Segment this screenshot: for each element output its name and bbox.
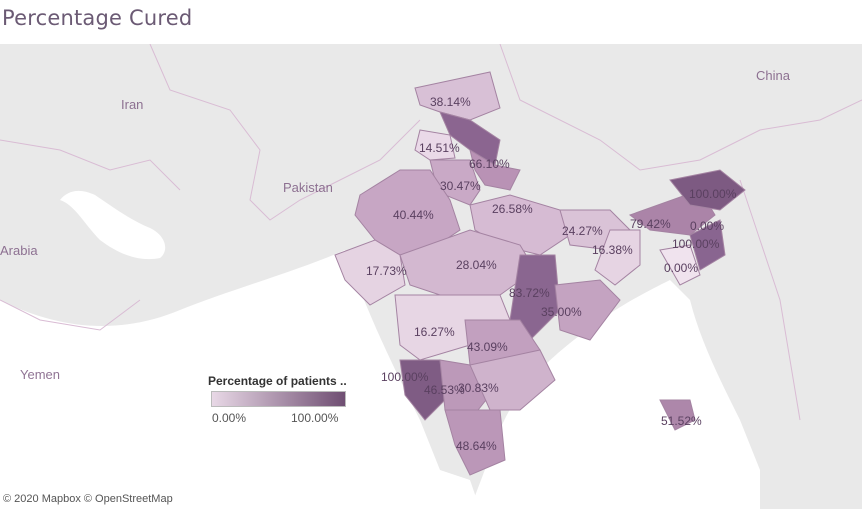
state-value-label: 38.14% xyxy=(430,95,471,109)
state-value-label: 51.52% xyxy=(661,414,702,428)
state-value-label: 16.27% xyxy=(414,325,455,339)
state-value-label: 26.58% xyxy=(492,202,533,216)
state-value-label: 100.00% xyxy=(689,187,737,201)
state-value-label: 24.27% xyxy=(562,224,603,238)
country-label-iran: Iran xyxy=(121,97,143,112)
country-label-pakistan: Pakistan xyxy=(283,180,333,195)
state-value-label: 17.73% xyxy=(366,264,407,278)
state-value-label: 30.83% xyxy=(458,381,499,395)
red-sea-area xyxy=(0,330,120,470)
map-canvas[interactable]: Iran Pakistan China Arabia Yemen 38.14% … xyxy=(0,43,862,509)
country-label-yemen: Yemen xyxy=(20,367,60,382)
arabian-sea xyxy=(0,250,480,509)
state-value-label: 66.10% xyxy=(469,157,510,171)
state-value-label: 83.72% xyxy=(509,286,550,300)
state-value-label: 48.64% xyxy=(456,439,497,453)
state-value-label: 0.00% xyxy=(690,219,724,233)
state-value-label: 79.42% xyxy=(630,217,671,231)
legend-min-label: 0.00% xyxy=(212,411,247,425)
state-value-label: 100.00% xyxy=(672,237,720,251)
bay-of-bengal xyxy=(470,280,760,509)
legend-max-label: 100.00% xyxy=(291,411,339,425)
country-borders xyxy=(0,43,862,421)
state-value-label: 43.09% xyxy=(467,340,508,354)
state-value-label: 0.00% xyxy=(664,261,698,275)
country-label-china: China xyxy=(756,68,791,83)
state-value-label: 100.00% xyxy=(381,370,429,384)
country-label-arabia: Arabia xyxy=(0,243,38,258)
map-attribution[interactable]: © 2020 Mapbox © OpenStreetMap xyxy=(3,493,173,505)
legend-color-ramp xyxy=(211,391,346,407)
state-value-label: 16.38% xyxy=(592,243,633,257)
state-value-label: 40.44% xyxy=(393,208,434,222)
page-title: Percentage Cured xyxy=(2,6,193,30)
persian-gulf xyxy=(60,190,166,260)
state-value-label: 30.47% xyxy=(440,179,481,193)
state-value-label: 14.51% xyxy=(419,141,460,155)
state-value-label: 35.00% xyxy=(541,305,582,319)
map-svg[interactable]: Iran Pakistan China Arabia Yemen 38.14% … xyxy=(0,43,862,509)
india-states xyxy=(334,71,746,476)
legend-title: Percentage of patients .. xyxy=(208,374,347,388)
state-value-label: 28.04% xyxy=(456,258,497,272)
state-value-label: 46.53% xyxy=(424,383,465,397)
